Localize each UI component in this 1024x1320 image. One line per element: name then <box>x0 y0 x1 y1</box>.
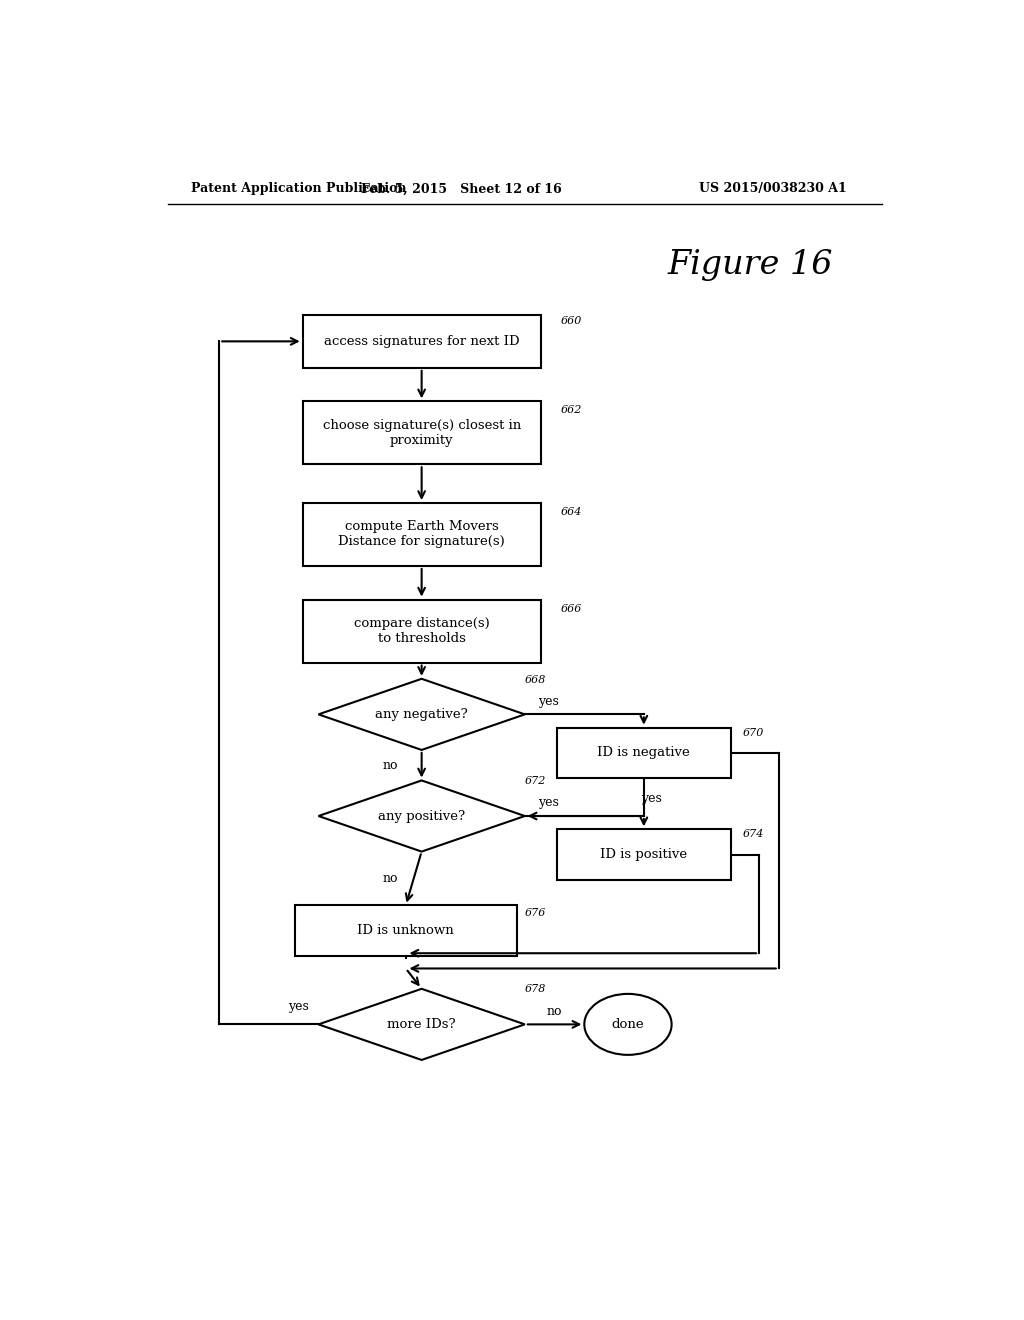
Text: Patent Application Publication: Patent Application Publication <box>191 182 407 195</box>
Text: access signatures for next ID: access signatures for next ID <box>324 335 519 348</box>
Text: more IDs?: more IDs? <box>387 1018 456 1031</box>
FancyBboxPatch shape <box>557 727 731 779</box>
Text: 664: 664 <box>560 507 582 517</box>
Text: 668: 668 <box>524 675 546 685</box>
Text: ID is unknown: ID is unknown <box>357 924 454 937</box>
Text: no: no <box>382 873 397 884</box>
Text: ID is negative: ID is negative <box>597 747 690 759</box>
Text: yes: yes <box>641 792 663 805</box>
FancyBboxPatch shape <box>303 503 541 566</box>
FancyBboxPatch shape <box>303 401 541 465</box>
Text: any negative?: any negative? <box>375 708 468 721</box>
Text: 660: 660 <box>560 315 582 326</box>
Text: US 2015/0038230 A1: US 2015/0038230 A1 <box>699 182 847 195</box>
FancyBboxPatch shape <box>557 829 731 880</box>
Polygon shape <box>318 780 524 851</box>
Text: compute Earth Movers
Distance for signature(s): compute Earth Movers Distance for signat… <box>338 520 505 549</box>
Text: yes: yes <box>539 796 559 809</box>
FancyBboxPatch shape <box>303 599 541 663</box>
FancyBboxPatch shape <box>295 906 517 956</box>
Text: any positive?: any positive? <box>378 809 465 822</box>
Text: yes: yes <box>539 694 559 708</box>
Text: 674: 674 <box>743 829 764 840</box>
Text: yes: yes <box>288 999 309 1012</box>
Text: 678: 678 <box>524 983 546 994</box>
Ellipse shape <box>585 994 672 1055</box>
FancyBboxPatch shape <box>303 315 541 368</box>
Text: no: no <box>547 1005 562 1018</box>
Polygon shape <box>318 678 524 750</box>
Text: done: done <box>611 1018 644 1031</box>
Text: 672: 672 <box>524 776 546 787</box>
Text: 670: 670 <box>743 727 764 738</box>
Polygon shape <box>318 989 524 1060</box>
Text: compare distance(s)
to thresholds: compare distance(s) to thresholds <box>353 616 489 645</box>
Text: 662: 662 <box>560 405 582 416</box>
Text: Figure 16: Figure 16 <box>668 249 834 281</box>
Text: Feb. 5, 2015   Sheet 12 of 16: Feb. 5, 2015 Sheet 12 of 16 <box>360 182 562 195</box>
Text: choose signature(s) closest in
proximity: choose signature(s) closest in proximity <box>323 418 521 447</box>
Text: no: no <box>382 759 397 772</box>
Text: 666: 666 <box>560 603 582 614</box>
Text: ID is positive: ID is positive <box>600 849 687 861</box>
Text: 676: 676 <box>524 908 546 917</box>
